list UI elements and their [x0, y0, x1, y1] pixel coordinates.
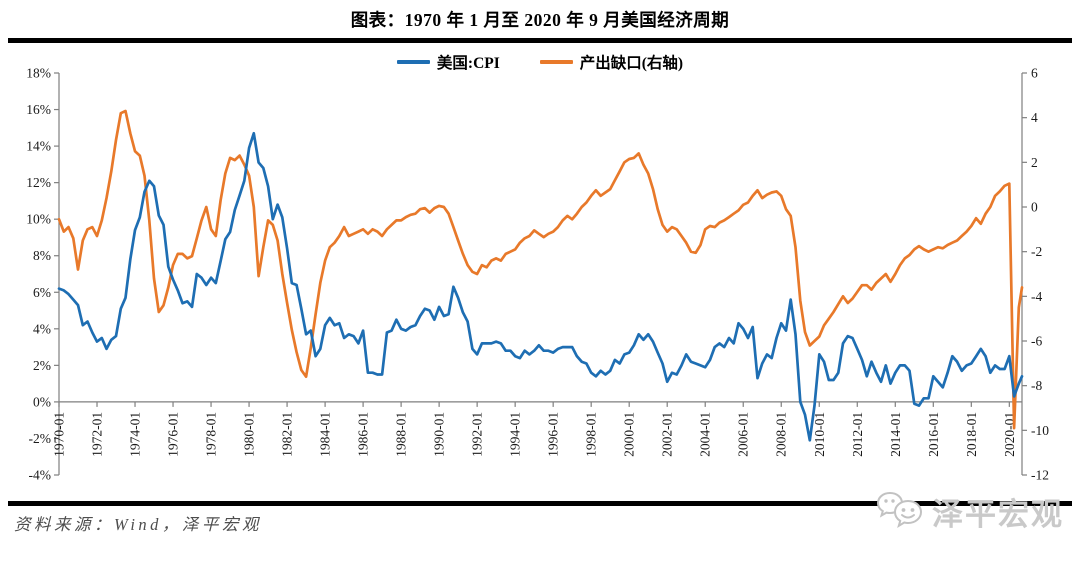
top-divider [8, 38, 1072, 43]
svg-text:-4: -4 [1031, 289, 1042, 304]
svg-text:1994-01: 1994-01 [508, 412, 523, 457]
svg-text:-12: -12 [1031, 468, 1049, 483]
svg-text:1996-01: 1996-01 [546, 412, 561, 457]
svg-text:2000-01: 2000-01 [622, 412, 637, 457]
chat-bubbles-icon [876, 491, 923, 528]
svg-text:-2%: -2% [29, 431, 52, 446]
svg-text:1990-01: 1990-01 [432, 412, 447, 457]
svg-text:1986-01: 1986-01 [356, 412, 371, 457]
source-note: 资料来源：Wind，泽平宏观 [14, 515, 262, 534]
svg-text:14%: 14% [26, 139, 51, 154]
svg-text:6: 6 [1031, 66, 1038, 81]
watermark-text: 泽平宏观 [932, 496, 1064, 532]
svg-text:-6: -6 [1031, 334, 1042, 349]
svg-text:1984-01: 1984-01 [318, 412, 333, 457]
svg-text:2004-01: 2004-01 [698, 412, 713, 457]
cpi-line-swatch [396, 60, 430, 64]
svg-text:2016-01: 2016-01 [926, 412, 941, 457]
svg-text:16%: 16% [26, 102, 51, 117]
svg-text:2%: 2% [33, 358, 51, 373]
svg-text:1976-01: 1976-01 [166, 412, 181, 457]
legend-item-output-gap: 产出缺口(右轴) [539, 51, 684, 73]
svg-text:1992-01: 1992-01 [470, 412, 485, 457]
svg-text:2010-01: 2010-01 [812, 412, 827, 457]
svg-text:12%: 12% [26, 175, 51, 190]
svg-text:8%: 8% [33, 248, 51, 263]
svg-text:6%: 6% [33, 285, 51, 300]
svg-text:10%: 10% [26, 212, 51, 227]
bottom-divider [8, 501, 1072, 506]
svg-text:-2: -2 [1031, 244, 1042, 259]
svg-text:1978-01: 1978-01 [204, 412, 219, 457]
svg-text:2006-01: 2006-01 [736, 412, 751, 457]
svg-text:-10: -10 [1031, 423, 1049, 438]
svg-text:1980-01: 1980-01 [242, 412, 257, 457]
svg-text:18%: 18% [26, 66, 51, 81]
watermark: 泽平宏观 [875, 487, 1064, 535]
svg-text:1974-01: 1974-01 [128, 412, 143, 457]
svg-text:-8: -8 [1031, 378, 1042, 393]
svg-text:2002-01: 2002-01 [660, 412, 675, 457]
svg-text:4: 4 [1031, 110, 1038, 125]
svg-text:-4%: -4% [29, 468, 52, 483]
svg-text:2: 2 [1031, 155, 1038, 170]
svg-text:0%: 0% [33, 394, 51, 409]
legend: 美国:CPI 产出缺口(右轴) [0, 51, 1080, 73]
chart-title: 图表：1970 年 1 月至 2020 年 9 月美国经济周期 [350, 10, 730, 30]
legend-label-output-gap: 产出缺口(右轴) [579, 55, 684, 72]
svg-text:1970-01: 1970-01 [52, 412, 67, 457]
svg-text:1972-01: 1972-01 [90, 412, 105, 457]
legend-label-cpi: 美国:CPI [436, 55, 500, 72]
svg-text:1982-01: 1982-01 [280, 412, 295, 457]
output-gap-line-swatch [539, 60, 573, 64]
svg-text:2014-01: 2014-01 [888, 412, 903, 457]
svg-text:1998-01: 1998-01 [584, 412, 599, 457]
svg-text:1988-01: 1988-01 [394, 412, 409, 457]
svg-text:0: 0 [1031, 200, 1038, 215]
svg-text:4%: 4% [33, 321, 51, 336]
svg-text:2012-01: 2012-01 [850, 412, 865, 457]
svg-text:2008-01: 2008-01 [774, 412, 789, 457]
svg-text:2018-01: 2018-01 [964, 412, 979, 457]
legend-item-cpi: 美国:CPI [396, 51, 500, 73]
